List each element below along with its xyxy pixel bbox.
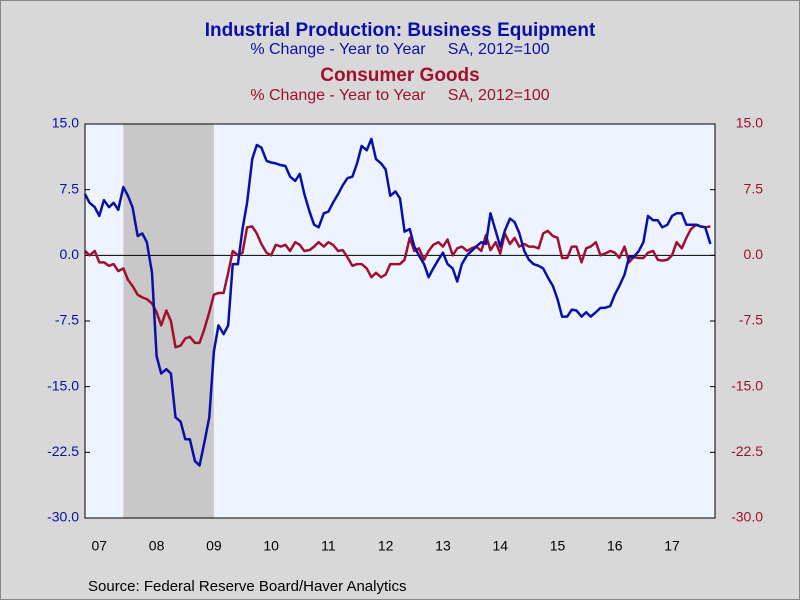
y2-tick-label: -15.0 [731,377,763,393]
x-tick-label: 16 [607,538,623,554]
y-tick-label: -7.5 [55,312,79,328]
y2-tick-label: 7.5 [744,180,764,196]
y2-tick-label: -22.5 [731,443,763,459]
x-tick-label: 10 [263,538,279,554]
x-tick-label: 09 [206,538,222,554]
x-tick-label: 14 [492,538,508,554]
recession-shade [123,124,214,518]
y2-tick-label: -7.5 [739,312,763,328]
y2-tick-label: 0.0 [744,246,764,262]
x-tick-label: 12 [378,538,394,554]
y-tick-label: -22.5 [47,443,79,459]
x-tick-label: 08 [149,538,165,554]
y-tick-label: -30.0 [47,509,79,525]
series-line [84,223,711,349]
x-tick-label: 15 [550,538,566,554]
series-subtitle: % Change - Year to Year SA, 2012=100 [250,87,549,104]
y-tick-label: -15.0 [47,377,79,393]
series-subtitle: % Change - Year to Year SA, 2012=100 [250,41,549,58]
series-title: Industrial Production: Business Equipmen… [205,20,596,41]
y-tick-label: 0.0 [60,246,80,262]
y2-tick-label: 15.0 [736,115,763,131]
y2-tick-label: -30.0 [731,509,763,525]
series-line [83,137,712,467]
source: Source: Federal Reserve Board/Haver Anal… [88,578,406,595]
y-tick-label: 15.0 [52,115,79,131]
x-tick-label: 17 [664,538,680,554]
y-tick-label: 7.5 [60,180,80,196]
x-tick-label: 13 [435,538,451,554]
plot-border [84,123,716,519]
series-title: Consumer Goods [320,65,479,86]
x-tick-label: 07 [92,538,108,554]
x-tick-label: 11 [321,538,336,554]
